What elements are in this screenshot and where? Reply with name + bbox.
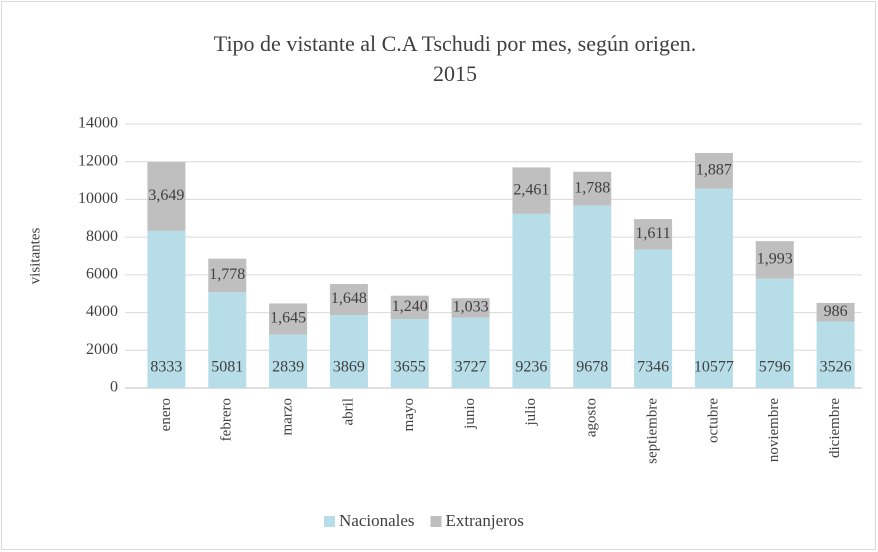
data-label: 9678 — [576, 359, 608, 376]
bar-segment — [512, 167, 551, 214]
bar-segment — [390, 319, 429, 388]
bar-segment — [755, 278, 794, 388]
data-label: 3526 — [820, 359, 852, 376]
bar-segment — [147, 230, 186, 388]
y-axis-label: visitantes — [27, 228, 43, 285]
data-label: 1,033 — [453, 299, 489, 316]
x-tick-label: mayo — [401, 398, 417, 431]
bar-segment — [451, 317, 490, 388]
data-label: 8333 — [150, 359, 182, 376]
bar-segment — [390, 295, 429, 320]
data-label: 2,461 — [513, 181, 549, 198]
x-tick-label: agosto — [584, 398, 600, 437]
data-label: 2839 — [272, 359, 304, 376]
legend-label: Nacionales — [339, 511, 415, 530]
bar-segment — [634, 249, 673, 388]
bar-segment — [329, 283, 368, 316]
data-label: 10577 — [694, 359, 734, 376]
bar-segment — [755, 241, 794, 279]
y-tick-label: 8000 — [86, 228, 118, 245]
bar-segment — [694, 188, 733, 388]
bar-segment — [269, 303, 308, 335]
bar-segment — [208, 292, 247, 388]
y-tick-label: 10000 — [78, 190, 118, 207]
x-tick-label: junio — [462, 398, 478, 430]
bar-segment — [269, 334, 308, 388]
bar-segment — [208, 258, 247, 293]
y-tick-label: 2000 — [86, 341, 118, 358]
y-tick-label: 6000 — [86, 266, 118, 283]
data-label: 3655 — [394, 359, 426, 376]
data-label: 1,240 — [392, 298, 428, 315]
chart-title: Tipo de vistante al C.A Tschudi por mes,… — [214, 31, 696, 56]
legend-swatch — [430, 516, 442, 527]
data-label: 1,887 — [696, 161, 732, 178]
data-label: 1,778 — [209, 266, 245, 283]
y-tick-label: 14000 — [78, 115, 118, 132]
bar-segment — [147, 162, 186, 231]
data-label: 1,788 — [574, 179, 610, 196]
data-label: 3727 — [455, 359, 487, 376]
data-label: 1,648 — [331, 290, 367, 307]
x-tick-label: octubre — [705, 398, 721, 443]
data-label: 3,649 — [148, 187, 184, 204]
x-tick-label: septiembre — [645, 398, 661, 464]
data-label: 1,611 — [635, 225, 670, 242]
bar-segment — [573, 205, 612, 388]
data-label: 986 — [824, 303, 848, 320]
chart-subtitle: 2015 — [433, 61, 477, 86]
bar-segment — [634, 219, 673, 250]
x-tick-label: abril — [340, 398, 356, 426]
x-tick-label: febrero — [219, 398, 235, 441]
bar-segment — [451, 298, 490, 318]
data-label: 5081 — [211, 359, 243, 376]
x-tick-label: marzo — [280, 398, 296, 435]
data-label: 3869 — [333, 359, 365, 376]
y-tick-label: 12000 — [78, 152, 118, 169]
y-tick-label: 4000 — [86, 303, 118, 320]
bar-segment — [329, 315, 368, 388]
bar-segment — [694, 152, 733, 189]
x-tick-label: noviembre — [766, 398, 782, 462]
data-label: 1,993 — [757, 251, 793, 268]
y-tick-label: 0 — [110, 379, 118, 396]
data-label: 9236 — [515, 359, 547, 376]
legend-label: Extranjeros — [446, 511, 524, 530]
data-label: 5796 — [759, 359, 791, 376]
x-tick-label: julio — [523, 398, 539, 427]
bar-segment — [573, 171, 612, 206]
bar-segment — [816, 302, 855, 322]
data-label: 7346 — [637, 359, 669, 376]
x-tick-label: enero — [158, 398, 174, 431]
bar-segment — [816, 321, 855, 388]
legend-swatch — [324, 516, 335, 527]
bar-segment — [512, 213, 551, 388]
data-label: 1,645 — [270, 310, 306, 327]
x-tick-label: diciembre — [827, 398, 843, 458]
